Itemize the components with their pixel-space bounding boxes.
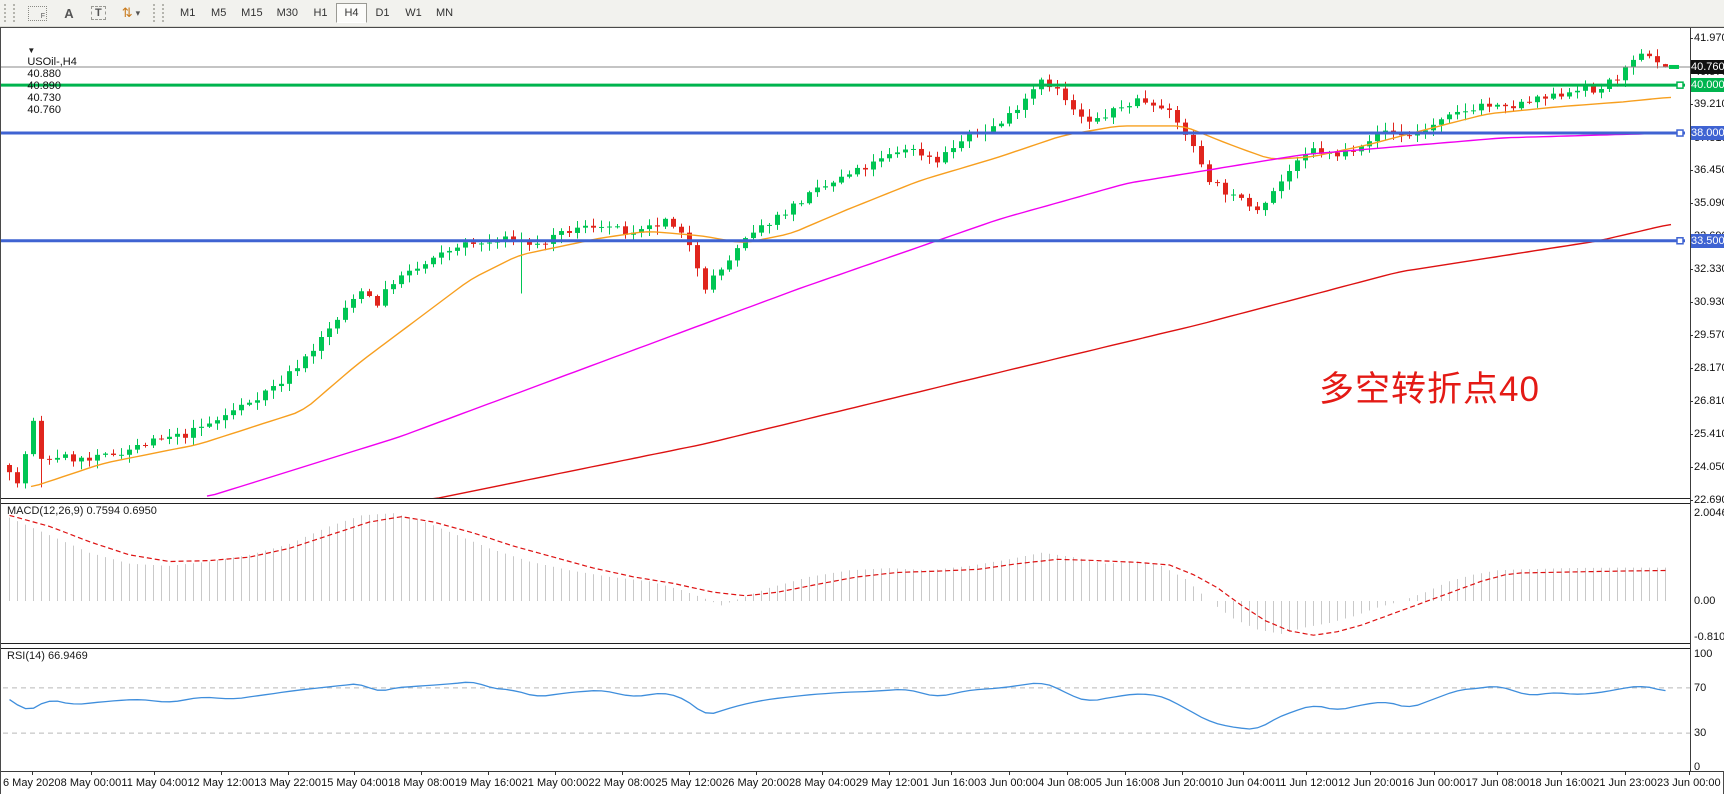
date-label: 21 Jun 23:00: [1593, 771, 1657, 789]
last-price-marker: [1669, 64, 1679, 69]
date-label: 4 Jun 08:00: [1038, 771, 1096, 789]
ohlc-close: 40.760: [27, 104, 61, 116]
date-label: 11 Jun 12:00: [1274, 771, 1338, 789]
date-label: 8 Jun 20:00: [1153, 771, 1211, 789]
date-label: 17 Jun 08:00: [1465, 771, 1530, 789]
ohlc-open: 40.880: [27, 68, 61, 80]
arrows-icon: ⇅: [121, 5, 133, 20]
horizontal-line-33.5[interactable]: [1, 237, 1685, 245]
date-label: 12 May 12:00: [187, 771, 255, 789]
date-label: 15 May 04:00: [321, 771, 388, 789]
date-label: 16 Jun 00:00: [1401, 771, 1466, 789]
date-label: 18 Jun 16:00: [1529, 771, 1594, 789]
timeframe-m5[interactable]: M5: [203, 3, 234, 23]
date-axis[interactable]: 6 May 2020 8 May 00:00 11 May 04:00 12 May …: [1, 771, 1723, 794]
date-label: 5 Jun 16:00: [1095, 771, 1154, 789]
price-tick-41.970: 41.970: [1690, 32, 1724, 44]
date-label: 12 Jun 20:00: [1337, 771, 1402, 789]
price-label-box-38.000: 38.000: [1691, 126, 1724, 141]
symbol-label: USOil-,H4: [27, 56, 77, 68]
price-tick-28.170: 28.170: [1690, 362, 1724, 374]
rsi-line: [9, 681, 1666, 730]
date-label: 21 May 00:00: [521, 771, 589, 789]
date-label: 23 Jun 00:00: [1657, 771, 1721, 789]
date-label: 13 May 22:00: [254, 771, 321, 789]
price-tick-24.050: 24.050: [1690, 461, 1724, 473]
date-label: 10 Jun 04:00: [1211, 771, 1275, 789]
macd-label: MACD(12,26,9) 0.7594 0.6950: [7, 505, 157, 517]
indicators-tool-button[interactable]: ⇅ ▾: [115, 2, 147, 24]
price-axis[interactable]: 41.97040.57039.21037.81036.45035.09033.6…: [1690, 28, 1724, 771]
price-label-box-40.000: 40.000: [1691, 78, 1724, 93]
timeframe-w1[interactable]: W1: [398, 3, 429, 23]
price-tick-26.810: 26.810: [1690, 395, 1724, 407]
timeframe-group: M1 M5 M15 M30 H1 H4 D1 W1 MN: [172, 0, 460, 26]
price-tick-35.090: 35.090: [1690, 197, 1724, 209]
symbol-collapse-icon[interactable]: ▼: [27, 46, 36, 55]
date-label: 18 May 08:00: [387, 771, 455, 789]
horizontal-line-40[interactable]: [1, 81, 1685, 89]
f-tool-button[interactable]: F: [21, 2, 54, 24]
annotation-text[interactable]: 多空转折点40: [1319, 370, 1540, 409]
toolbar-grip[interactable]: [153, 4, 165, 22]
price-label-box-33.500: 33.500: [1691, 233, 1724, 248]
timeframe-d1[interactable]: D1: [367, 3, 398, 23]
rsi-axis-0: 0: [1694, 761, 1701, 773]
pane-separator[interactable]: [1, 498, 1723, 504]
price-tick-32.330: 32.330: [1690, 263, 1724, 275]
macd-histogram: [9, 513, 1666, 634]
date-label: 26 May 20:00: [722, 771, 789, 789]
pane-separator[interactable]: [1, 643, 1723, 649]
horizontal-line-38[interactable]: [1, 129, 1685, 137]
timeframe-m1[interactable]: M1: [172, 3, 203, 23]
date-label: 6 May 2020: [3, 771, 61, 789]
price-tick-30.930: 30.930: [1690, 296, 1724, 308]
price-tick-25.410: 25.410: [1690, 428, 1724, 440]
main-toolbar: F A T ⇅ ▾ M1 M5 M15 M30 H1 H4 D1 W1 MN: [0, 0, 1724, 27]
mid-ma-magenta[interactable]: [206, 132, 1672, 497]
price-label-box-40.760: 40.760: [1691, 59, 1724, 74]
timeframe-h4[interactable]: H4: [335, 3, 367, 23]
date-label: 19 May 16:00: [454, 771, 522, 789]
fast-ma-orange[interactable]: [30, 96, 1672, 488]
rsi-axis-70: 70: [1694, 681, 1707, 694]
rsi-axis-100: 100: [1694, 648, 1713, 660]
symbol-ohlc-line: ▼ USOil-,H4 40.880 40.890 40.730 40.760: [9, 32, 81, 128]
toolbar-grip[interactable]: [4, 4, 15, 22]
date-label: 29 May 12:00: [855, 771, 923, 789]
timeframe-h1[interactable]: H1: [305, 3, 336, 23]
ohlc-low: 40.730: [27, 92, 61, 104]
dropdown-caret-icon: ▾: [135, 7, 141, 18]
price-tick-39.210: 39.210: [1690, 98, 1724, 110]
macd-axis-2.0046: 2.0046: [1694, 506, 1724, 519]
price-tick-22.690: 22.690: [1690, 494, 1724, 506]
arrow-text-tool-button[interactable]: A: [56, 2, 82, 24]
text-box-icon: T: [91, 6, 106, 20]
chart-window[interactable]: ▼ USOil-,H4 40.880 40.890 40.730 40.760 …: [0, 27, 1724, 794]
timeframe-m30[interactable]: M30: [270, 3, 305, 23]
rsi-label: RSI(14) 66.9469: [7, 650, 88, 662]
date-label: 11 May 04:00: [121, 771, 188, 789]
macd-signal-line: [9, 514, 1666, 636]
candlestick-series: [7, 49, 1668, 489]
date-label: 8 May 00:00: [60, 771, 122, 789]
price-tick-29.570: 29.570: [1690, 329, 1724, 341]
f-tool-icon: F: [28, 5, 47, 21]
rsi-axis-30: 30: [1694, 727, 1707, 740]
macd-axis--0.8108: -0.8108: [1694, 630, 1724, 643]
date-label: 3 Jun 00:00: [980, 771, 1038, 789]
macd-axis-0.00: 0.00: [1694, 595, 1716, 607]
timeframe-m15[interactable]: M15: [234, 3, 269, 23]
ohlc-high: 40.890: [27, 80, 61, 92]
date-label: 28 May 04:00: [789, 771, 856, 789]
date-label: 22 May 08:00: [588, 771, 656, 789]
letter-a-icon: A: [64, 5, 74, 21]
date-label: 25 May 12:00: [655, 771, 722, 789]
timeframe-mn[interactable]: MN: [429, 3, 460, 23]
date-label: 1 Jun 16:00: [922, 771, 981, 789]
text-label-tool-button[interactable]: T: [84, 2, 113, 24]
price-tick-36.450: 36.450: [1690, 164, 1724, 176]
